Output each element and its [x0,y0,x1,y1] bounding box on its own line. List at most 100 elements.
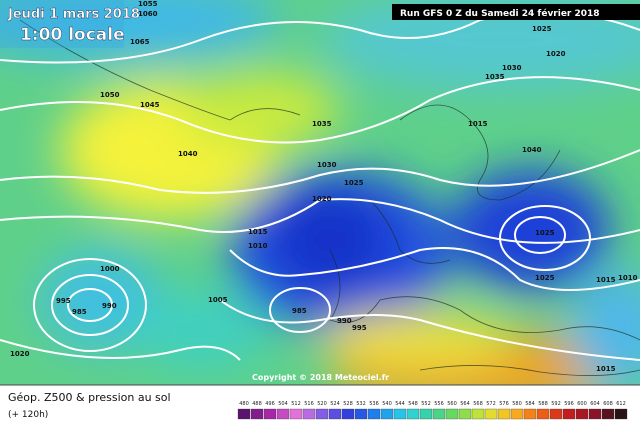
legend-label: 592 [551,401,561,407]
isobar-label: 990 [102,302,117,310]
legend-label: 572 [486,401,496,407]
footer-title: Géop. Z500 & pression au sol [8,391,171,404]
legend-label: 612 [616,401,626,407]
legend-label: 556 [434,401,444,407]
legend-swatch [315,408,329,420]
isobar-label: 1025 [535,229,555,237]
run-banner [392,4,640,20]
legend-label: 524 [330,401,340,407]
legend-label: 520 [317,401,327,407]
legend-label: 540 [382,401,392,407]
isobar-label: 1005 [208,296,228,304]
isobar-label: 1050 [100,91,120,99]
legend-swatch [523,408,537,420]
legend-swatch [484,408,498,420]
legend-label: 496 [265,401,275,407]
legend-swatch [588,408,602,420]
legend-label: 600 [577,401,587,407]
legend-swatch [237,408,251,420]
legend-label: 488 [252,401,262,407]
run-info: Run GFS 0 Z du Samedi 24 février 2018 [400,8,600,19]
footer-lead: (+ 120h) [8,410,48,420]
legend-swatch [614,408,628,420]
legend-label: 560 [447,401,457,407]
legend-swatch [510,408,524,420]
forecast-date: Jeudi 1 mars 2018 [7,7,140,22]
legend-label: 604 [590,401,600,407]
isobar-label: 990 [337,317,352,325]
legend-swatch [445,408,459,420]
isobar-label: 1065 [130,38,150,46]
legend-swatch [302,408,316,420]
isobar-label: 1020 [10,350,30,358]
isobar-label: 1035 [312,120,332,128]
isobar-label: 1040 [522,146,542,154]
isobar-label: 1010 [618,274,638,282]
legend: 480 488 496 504 512 516 520 524 528 532 536 540 544 5… [237,401,628,420]
legend-swatch [432,408,446,420]
legend-swatch [419,408,433,420]
legend-swatch [458,408,472,420]
legend-label: 548 [408,401,418,407]
isobar-label: 1025 [344,179,364,187]
legend-label: 532 [356,401,366,407]
isobar-label: 1035 [485,73,505,81]
isobar-label: 1015 [468,120,488,128]
isobar-label: 1060 [138,10,158,18]
isobar-label: 1020 [546,50,566,58]
isobar-label: 1045 [140,101,160,109]
legend-label: 564 [460,401,470,407]
isobar-label: 995 [352,324,367,332]
isobar-label: 1020 [312,195,332,203]
legend-label: 584 [525,401,535,407]
legend-label: 576 [499,401,509,407]
legend-swatch [393,408,407,420]
forecast-time: 1:00 locale [20,25,125,45]
legend-swatch [497,408,511,420]
legend-label: 552 [421,401,431,407]
legend-swatch [536,408,550,420]
isobar-label: 1025 [535,274,555,282]
isobar-label: 1030 [317,161,337,169]
legend-label: 608 [603,401,613,407]
legend-swatch [263,408,277,420]
map-field: 1055106010651050104510401035103010251020… [0,0,640,385]
legend-swatch [250,408,264,420]
legend-label: 512 [291,401,301,407]
legend-swatch [289,408,303,420]
legend-label: 480 [239,401,249,407]
isobar-label: 1015 [248,228,268,236]
isobar-label: 1040 [178,150,198,158]
isobar-label: 985 [72,308,87,316]
legend-swatch [341,408,355,420]
isobar-labels: 1055106010651050104510401035103010251020… [10,0,638,373]
isobar-label: 1025 [532,25,552,33]
copyright: Copyright © 2018 Meteociel.fr [252,373,389,382]
legend-label: 504 [278,401,288,407]
isobar-label: 1000 [100,265,120,273]
legend-label: 528 [343,401,353,407]
isobar-label: 1010 [248,242,268,250]
isobar-label: 985 [292,307,307,315]
legend-swatch [328,408,342,420]
legend-swatch [549,408,563,420]
legend-swatch [276,408,290,420]
legend-label: 516 [304,401,314,407]
legend-swatch [367,408,381,420]
isobar-label: 1030 [502,64,522,72]
legend-label: 588 [538,401,548,407]
legend-swatch [575,408,589,420]
legend-swatch [562,408,576,420]
legend-swatch [354,408,368,420]
legend-label: 568 [473,401,483,407]
legend-swatch [471,408,485,420]
legend-swatch [601,408,615,420]
legend-label: 580 [512,401,522,407]
isobar-label: 1055 [138,0,158,8]
legend-swatch [406,408,420,420]
isobar-label: 1015 [596,276,616,284]
legend-label: 596 [564,401,574,407]
isobar-label: 1015 [596,365,616,373]
legend-label: 544 [395,401,405,407]
